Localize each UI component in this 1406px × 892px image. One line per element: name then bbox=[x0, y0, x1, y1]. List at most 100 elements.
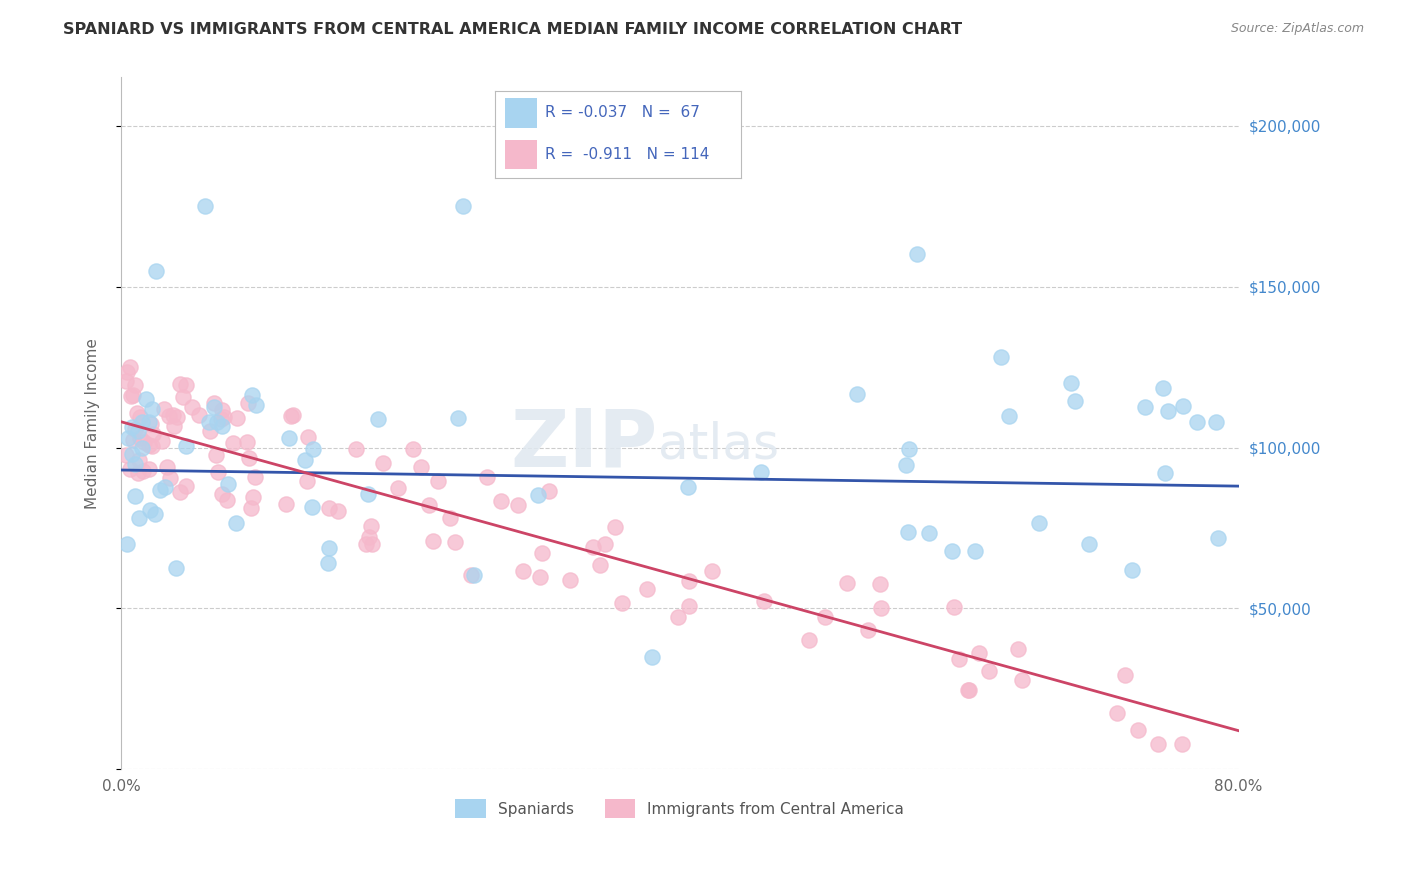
Point bbox=[165, 561, 187, 575]
Point bbox=[240, 388, 263, 402]
Point bbox=[367, 412, 389, 426]
Point bbox=[143, 507, 166, 521]
Point bbox=[531, 546, 554, 560]
Point bbox=[678, 599, 700, 613]
Point bbox=[905, 247, 928, 261]
Point bbox=[1078, 536, 1101, 550]
Point bbox=[127, 466, 149, 480]
Text: Source: ZipAtlas.com: Source: ZipAtlas.com bbox=[1230, 22, 1364, 36]
Point bbox=[127, 425, 149, 439]
Point bbox=[129, 432, 152, 446]
Point bbox=[1133, 400, 1156, 414]
Point bbox=[225, 516, 247, 530]
Point bbox=[139, 503, 162, 517]
Point bbox=[837, 576, 859, 591]
Point bbox=[749, 465, 772, 479]
Point bbox=[295, 474, 318, 488]
Point bbox=[582, 541, 605, 555]
Point bbox=[856, 623, 879, 637]
Point bbox=[202, 396, 225, 410]
Point bbox=[460, 568, 482, 582]
Point bbox=[141, 439, 163, 453]
Point bbox=[957, 682, 980, 697]
Point bbox=[205, 448, 228, 462]
Point bbox=[215, 492, 238, 507]
Point bbox=[948, 651, 970, 665]
Point bbox=[174, 439, 197, 453]
Point bbox=[508, 498, 530, 512]
Point bbox=[301, 500, 323, 515]
Point bbox=[217, 477, 239, 491]
Point bbox=[1171, 737, 1194, 751]
Point bbox=[240, 501, 263, 516]
Legend: Spaniards, Immigrants from Central America: Spaniards, Immigrants from Central Ameri… bbox=[450, 793, 911, 824]
Point bbox=[124, 422, 146, 436]
Point bbox=[245, 398, 267, 412]
Point bbox=[212, 409, 235, 424]
Point bbox=[121, 419, 143, 434]
Point bbox=[138, 415, 160, 429]
Point bbox=[344, 442, 367, 457]
Point bbox=[676, 480, 699, 494]
Point bbox=[990, 351, 1012, 365]
Point bbox=[156, 460, 179, 475]
Point bbox=[187, 408, 209, 422]
Point bbox=[121, 447, 143, 461]
Point bbox=[700, 564, 723, 578]
Point bbox=[963, 544, 986, 558]
Point bbox=[477, 470, 499, 484]
Point bbox=[278, 431, 301, 445]
Point bbox=[636, 582, 658, 596]
Point bbox=[153, 401, 176, 416]
Point bbox=[896, 458, 918, 473]
Point bbox=[814, 610, 837, 624]
Point bbox=[360, 518, 382, 533]
Point bbox=[274, 497, 297, 511]
Point bbox=[1114, 668, 1136, 682]
Point bbox=[155, 480, 177, 494]
Point bbox=[172, 390, 194, 404]
Point bbox=[799, 632, 821, 647]
Point bbox=[447, 410, 470, 425]
Point bbox=[121, 433, 143, 447]
Point bbox=[752, 594, 775, 608]
Point bbox=[117, 431, 139, 445]
Point bbox=[409, 459, 432, 474]
Point bbox=[589, 558, 612, 572]
Point bbox=[666, 609, 689, 624]
Point bbox=[870, 601, 893, 615]
Point bbox=[603, 520, 626, 534]
Point bbox=[115, 537, 138, 551]
Point bbox=[1205, 415, 1227, 429]
Point bbox=[897, 442, 920, 456]
Point bbox=[354, 537, 377, 551]
Point bbox=[1154, 467, 1177, 481]
Point bbox=[115, 375, 138, 389]
Point bbox=[427, 474, 450, 488]
Point bbox=[678, 574, 700, 588]
Point bbox=[280, 409, 302, 424]
Point bbox=[200, 425, 222, 439]
Point bbox=[489, 494, 512, 508]
Point bbox=[115, 448, 138, 462]
Point bbox=[869, 577, 891, 591]
Point bbox=[453, 199, 475, 213]
Point bbox=[238, 450, 260, 465]
Point bbox=[918, 525, 941, 540]
Point bbox=[129, 409, 152, 424]
Point bbox=[1206, 531, 1229, 545]
Point bbox=[1146, 737, 1168, 751]
Point bbox=[1011, 673, 1033, 688]
Text: atlas: atlas bbox=[658, 420, 779, 468]
Point bbox=[128, 511, 150, 525]
Point bbox=[132, 435, 155, 450]
Point bbox=[1121, 563, 1143, 577]
Point bbox=[150, 434, 173, 448]
Point bbox=[359, 529, 381, 543]
Point bbox=[211, 403, 233, 417]
Point bbox=[235, 435, 257, 450]
Point bbox=[122, 387, 145, 401]
Point bbox=[979, 664, 1001, 678]
Point bbox=[1157, 403, 1180, 417]
Point bbox=[318, 541, 340, 555]
